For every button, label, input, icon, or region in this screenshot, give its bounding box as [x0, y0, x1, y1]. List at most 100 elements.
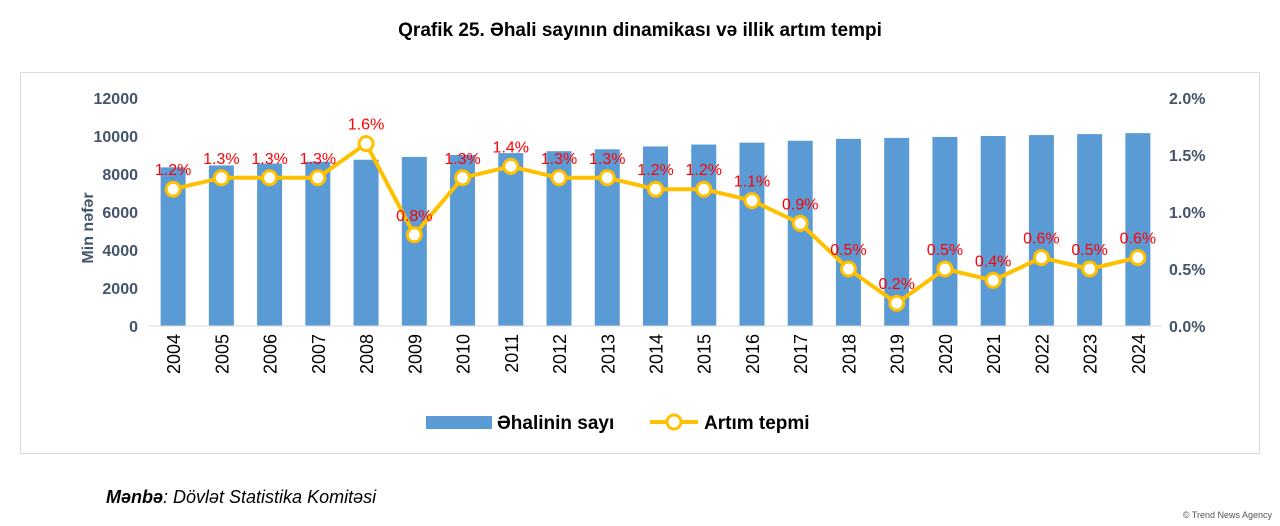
watermark: © Trend News Agency	[1182, 510, 1272, 520]
x-tick-label: 2008	[357, 334, 377, 374]
legend-bar-label: Əhalinin sayı	[497, 413, 614, 434]
y-axis-label: Min nəfər	[80, 192, 97, 263]
left-tick-label: 10000	[94, 129, 139, 146]
data-label: 0.6%	[1023, 231, 1059, 248]
data-label: 0.2%	[878, 276, 914, 293]
line-point	[598, 169, 616, 187]
line-point	[984, 271, 1002, 289]
data-label: 1.6%	[348, 117, 384, 134]
bar	[932, 136, 958, 326]
data-label: 0.5%	[927, 242, 963, 259]
data-label: 1.3%	[251, 151, 287, 168]
line-point	[550, 169, 568, 187]
source-text: : Dövlət Statistika Komitəsi	[163, 487, 377, 507]
left-tick-label: 2000	[102, 281, 138, 298]
x-tick-label: 2024	[1129, 334, 1149, 374]
source-note: Mənbə: Dövlət Statistika Komitəsi	[106, 487, 376, 508]
x-tick-label: 2005	[212, 334, 232, 374]
bar	[353, 159, 379, 326]
bar	[1077, 134, 1103, 326]
left-tick-label: 6000	[102, 205, 138, 222]
x-tick-label: 2021	[984, 334, 1004, 374]
bar	[691, 144, 717, 326]
x-tick-label: 2007	[309, 334, 329, 374]
x-tick-label: 2014	[647, 334, 667, 374]
data-label: 1.2%	[155, 162, 191, 179]
line-point	[791, 214, 809, 232]
line-point	[888, 294, 906, 312]
x-tick-label: 2016	[743, 334, 763, 374]
data-label: 1.3%	[300, 151, 336, 168]
data-label: 0.6%	[1120, 231, 1156, 248]
data-label: 1.3%	[444, 151, 480, 168]
data-label: 0.5%	[1071, 242, 1107, 259]
data-label: 1.3%	[589, 151, 625, 168]
x-tick-label: 2004	[164, 334, 184, 374]
x-tick-label: 2020	[936, 334, 956, 374]
bar	[835, 138, 861, 326]
data-label: 0.9%	[782, 196, 818, 213]
x-tick-label: 2013	[598, 334, 618, 374]
line-point	[1081, 260, 1099, 278]
data-label: 1.4%	[493, 139, 529, 156]
line-point	[647, 180, 664, 198]
bar	[1028, 135, 1054, 326]
bar	[980, 136, 1006, 326]
legend-bar-swatch	[426, 416, 492, 429]
data-label: 1.2%	[686, 162, 722, 179]
x-tick-label: 2009	[405, 334, 425, 374]
bar	[739, 142, 765, 326]
right-tick-label: 2.0%	[1169, 91, 1205, 108]
line-point	[502, 157, 520, 175]
bar-series	[160, 133, 1151, 326]
left-tick-label: 12000	[94, 91, 139, 108]
left-tick-label: 4000	[102, 243, 138, 260]
x-tick-label: 2018	[839, 334, 859, 374]
line-point	[1129, 249, 1147, 267]
bar	[884, 137, 910, 326]
bar	[208, 165, 234, 326]
line-point	[839, 260, 857, 278]
line-series: 1.2% 1.3% 1.3% 1.3% 1.6% 0.8% 1.3% 1.4% 1.3% 1.3%…	[155, 117, 1156, 312]
left-tick-label: 8000	[102, 167, 138, 184]
line-point	[357, 135, 375, 153]
bar	[257, 163, 283, 326]
line-point	[212, 169, 230, 187]
x-tick-label: 2023	[1081, 334, 1101, 374]
line-point	[743, 192, 761, 210]
line-point	[936, 260, 954, 278]
legend: Əhalinin sayı Artım tepmi	[426, 413, 810, 434]
left-tick-label: 0	[129, 319, 138, 336]
x-tick-label: 2022	[1032, 334, 1052, 374]
data-label: 1.3%	[541, 151, 577, 168]
x-tick-label: 2015	[695, 334, 715, 374]
bar	[1125, 133, 1151, 326]
data-label: 0.5%	[830, 242, 866, 259]
left-axis-ticks: 0 2000 4000 6000 8000 10000 12000	[94, 91, 139, 336]
x-axis-ticks: 2004 2005 2006 2007 2008 2009 2010 2011 2012 2013…	[164, 334, 1149, 374]
line-point	[309, 169, 327, 187]
combo-chart: Min nəfər 0 2000 4000 6000 8000 10000 12000 0.…	[80, 91, 1205, 434]
source-label: Mənbə	[106, 487, 164, 507]
line-point	[164, 180, 182, 198]
x-tick-label: 2011	[502, 334, 522, 373]
legend-line-marker	[665, 413, 683, 431]
x-tick-label: 2006	[261, 334, 281, 374]
legend-line-label: Artım tepmi	[704, 413, 810, 434]
chart-frame: Min nəfər 0 2000 4000 6000 8000 10000 12000 0.…	[20, 72, 1260, 454]
line-point	[454, 169, 472, 187]
line-point	[261, 169, 279, 187]
right-tick-label: 1.0%	[1169, 205, 1205, 222]
line-point	[695, 180, 713, 198]
right-tick-label: 0.0%	[1169, 319, 1205, 336]
data-label: 1.2%	[637, 162, 673, 179]
bar	[643, 146, 668, 326]
bar	[498, 153, 524, 326]
x-tick-label: 2017	[791, 334, 811, 374]
data-label: 0.4%	[975, 253, 1011, 270]
chart-title: Qrafik 25. Əhali sayının dinamikası və i…	[398, 20, 882, 41]
line-point	[1032, 249, 1050, 267]
data-label: 1.3%	[203, 151, 239, 168]
x-tick-label: 2010	[454, 334, 474, 374]
line-point	[405, 226, 423, 244]
